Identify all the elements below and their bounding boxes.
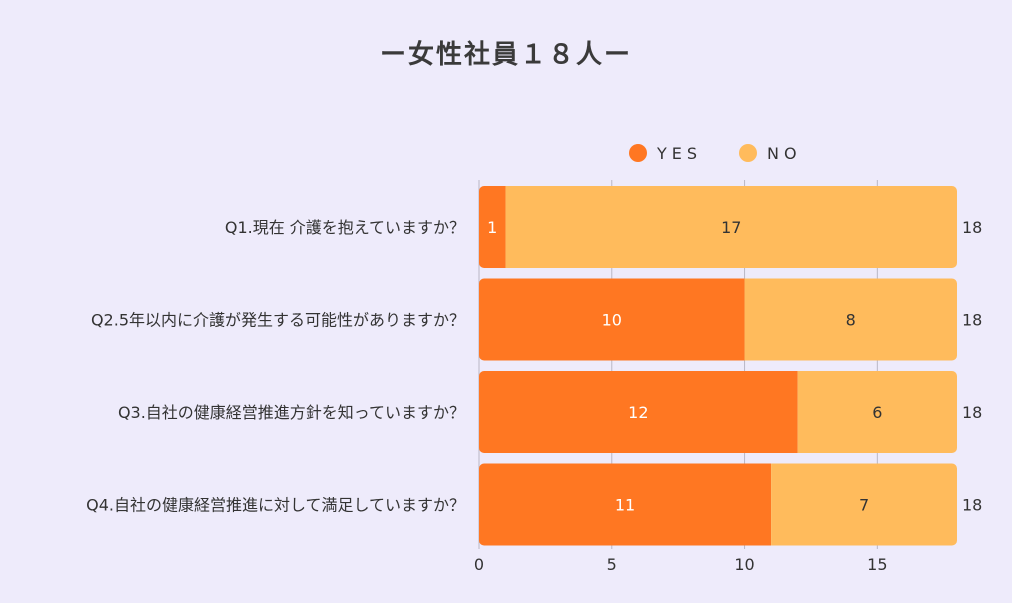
total-label: 18 (962, 403, 982, 422)
data-label: 1 (487, 218, 497, 237)
x-tick-label: 10 (734, 555, 754, 574)
bar-yes-segment (479, 278, 745, 361)
category-label: Q1.現在 介護を抱えていますか？ (225, 218, 465, 237)
legend-label: YES (656, 144, 702, 163)
total-label: 18 (962, 311, 982, 330)
chart-title: ー女性社員１８人ー (379, 40, 632, 70)
data-label: 7 (859, 496, 869, 515)
bar-row (479, 186, 957, 268)
total-label: 18 (962, 496, 982, 515)
x-tick-label: 5 (607, 555, 617, 574)
bars (479, 186, 957, 546)
x-tick-label: 15 (867, 555, 887, 574)
data-label: 11 (615, 496, 635, 515)
bar-row (479, 371, 957, 453)
x-tick-label: 0 (474, 555, 484, 574)
bar-yes-segment (479, 463, 772, 546)
data-label: 10 (602, 311, 622, 330)
bar-no-segment (771, 463, 957, 546)
data-label: 12 (628, 403, 648, 422)
total-label: 18 (962, 218, 982, 237)
bar-no-segment (744, 278, 957, 361)
legend-label: NO (767, 144, 802, 163)
legend: YES NO (629, 144, 802, 163)
bar-row (479, 278, 957, 361)
category-label: Q3.自社の健康経営推進方針を知っていますか？ (118, 403, 465, 422)
legend-swatch (739, 144, 757, 162)
bar-yes-segment (479, 371, 798, 453)
bar-row (479, 463, 957, 546)
legend-swatch (629, 144, 647, 162)
bar-yes-segment (479, 186, 506, 268)
data-label: 8 (846, 311, 856, 330)
category-label: Q2.5年以内に介護が発生する可能性がありますか？ (91, 311, 465, 330)
data-label: 17 (721, 218, 741, 237)
category-label: Q4.自社の健康経営推進に対して満足していますか？ (86, 496, 465, 515)
data-label: 6 (872, 403, 882, 422)
bar-no-segment (797, 371, 957, 453)
bar-no-segment (505, 186, 957, 268)
